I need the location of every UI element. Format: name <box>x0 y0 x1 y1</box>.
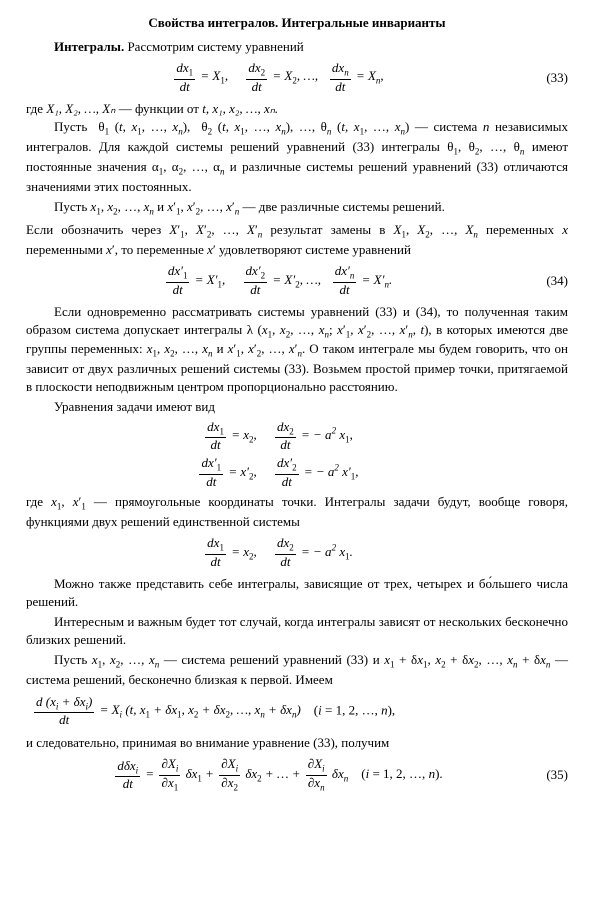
run-in-heading: Интегралы. <box>54 39 124 54</box>
paragraph-5: Если обозначить через X′1, X′2, …, X′n р… <box>26 221 568 258</box>
p1-text: Рассмотрим систему уравнений <box>124 39 304 54</box>
equation-35: dδxidt = ∂Xi∂x1 δx1 + ∂Xi∂x2 δx2 + … + ∂… <box>26 757 568 793</box>
paragraph-11: Пусть x1, x2, …, xn — система решений ур… <box>26 651 568 688</box>
paragraph-3: Пусть θ1 (t, x1, …, xn), θ2 (t, x1, …, x… <box>26 118 568 195</box>
equation-33-body: dx1dt = X1, dx2dt = X2, …, dxndt = Xn, <box>26 61 530 94</box>
equation-delta: d (xi + δxi)dt = Xi (t, x1 + δx1, x2 + δ… <box>26 695 568 728</box>
p2d: t, x₁, x₂, …, xₙ. <box>202 101 278 116</box>
paragraph-intro: Интегралы. Рассмотрим систему уравнений <box>26 38 568 56</box>
paragraph-10: Интересным и важным будет тот случай, ко… <box>26 613 568 648</box>
paragraph-12: и следовательно, принимая во внимание ур… <box>26 734 568 752</box>
p2a: где <box>26 101 46 116</box>
p2c: — функции от <box>115 101 202 116</box>
paragraph-4: Пусть x1, x2, …, xn и x′1, x′2, …, x′n —… <box>26 198 568 218</box>
paragraph-9: Можно также представить себе интегралы, … <box>26 575 568 610</box>
equation-34: dx′1dt = X′1, dx′2dt = X′2, …, dx′ndt = … <box>26 264 568 297</box>
equation-34-body: dx′1dt = X′1, dx′2dt = X′2, …, dx′ndt = … <box>26 264 530 297</box>
equation-34-number: (34) <box>530 272 568 290</box>
equation-single: dx1dt = x2, dx2dt = − a2 x1. <box>26 536 568 569</box>
equation-system-row2: dx′1dt = x′2, dx′2dt = − a2 x′1, <box>26 456 568 489</box>
equation-33-number: (33) <box>530 69 568 87</box>
equation-single-body: dx1dt = x2, dx2dt = − a2 x1. <box>26 536 530 569</box>
page: Свойства интегралов. Интегральные инвари… <box>0 0 590 813</box>
equation-system-row1-body: dx1dt = x2, dx2dt = − a2 x1, <box>26 420 530 453</box>
equation-system-row1: dx1dt = x2, dx2dt = − a2 x1, <box>26 420 568 453</box>
paragraph-8: где x1, x′1 — прямоугольные координаты т… <box>26 493 568 530</box>
equation-33: dx1dt = X1, dx2dt = X2, …, dxndt = Xn, (… <box>26 61 568 94</box>
p2b: X₁, X₂, …, Xₙ <box>46 101 115 116</box>
paragraph-7: Уравнения задачи имеют вид <box>26 398 568 416</box>
paragraph-6: Если одновременно рассматривать системы … <box>26 303 568 395</box>
section-title: Свойства интегралов. Интегральные инвари… <box>26 14 568 32</box>
equation-35-number: (35) <box>530 766 568 784</box>
paragraph-where: где X₁, X₂, …, Xₙ — функции от t, x₁, x₂… <box>26 100 568 118</box>
equation-delta-body: d (xi + δxi)dt = Xi (t, x1 + δx1, x2 + δ… <box>26 695 568 728</box>
equation-system-row2-body: dx′1dt = x′2, dx′2dt = − a2 x′1, <box>26 456 530 489</box>
equation-35-body: dδxidt = ∂Xi∂x1 δx1 + ∂Xi∂x2 δx2 + … + ∂… <box>26 757 530 793</box>
